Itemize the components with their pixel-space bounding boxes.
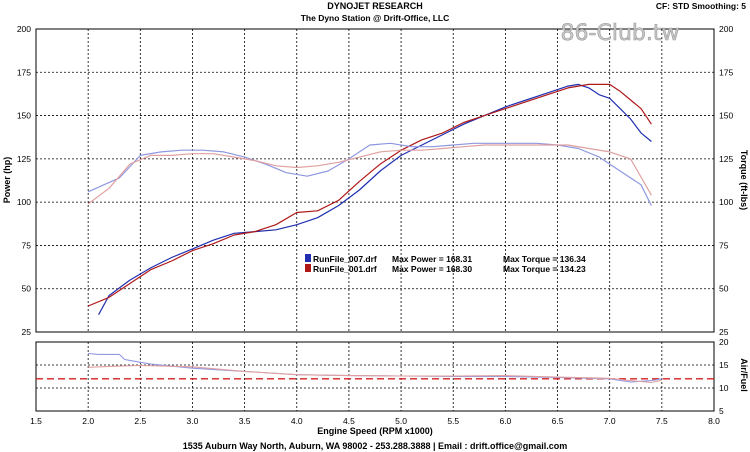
y-tick-label-airfuel: 15 [719,360,729,370]
y-tick-label-torque: 100 [719,197,733,207]
airfuel-line-runfile_001 [88,364,662,384]
chart-subtitle: The Dyno Station @ Drift-Office, LLC [300,13,450,23]
x-tick-label: 6.5 [552,416,564,426]
y-axis-title-airfuel: Air/Fuel [739,358,749,392]
legend-run001-power: Max Power = 168.30 [392,264,472,274]
legend-run007-torque: Max Torque = 136.34 [503,254,586,264]
y-tick-label-torque: 50 [719,284,729,294]
x-tick-label: 2.5 [134,416,146,426]
y-tick-label-power: 200 [17,24,31,34]
y-tick-label-torque: 200 [719,24,733,34]
y-tick-label-torque: 150 [719,111,733,121]
airfuel-plot-frame [35,341,715,412]
legend-run007-power: Max Power = 168.31 [392,254,472,264]
x-axis-title: Engine Speed (RPM x1000) [317,426,433,436]
x-tick-label: 1.5 [30,416,42,426]
power-line-runfile_001 [87,83,652,307]
y-tick-label-airfuel: 20 [719,337,729,347]
y-tick-label-power: 75 [22,240,32,250]
main-plot-frame [35,28,715,333]
x-tick-label: 4.0 [291,416,303,426]
x-tick-label: 3.0 [187,416,199,426]
x-tick-label: 4.5 [343,416,355,426]
legend-run007-name: RunFile_007.drf [313,254,377,264]
y-tick-label-airfuel: 10 [719,383,729,393]
y-tick-label-power: 25 [22,327,32,337]
watermark: 86-Club.tw [561,21,680,46]
af-grid [35,341,715,412]
x-tick-label: 2.0 [82,416,94,426]
x-tick-label: 3.5 [239,416,251,426]
x-tick-label: 7.0 [604,416,616,426]
x-tick-label: 7.5 [656,416,668,426]
y-tick-label-torque: 25 [719,327,729,337]
footer-address: 1535 Auburn Way North, Auburn, WA 98002 … [183,441,568,451]
y-axis-title-torque: Torque (ft-lbs) [739,150,749,210]
torque-line-runfile_007 [87,142,652,206]
x-tick-label: 6.0 [499,416,511,426]
main-grid [35,28,715,333]
x-tick-label: 5.5 [447,416,459,426]
af-series [88,352,662,384]
y-tick-label-airfuel: 5 [719,406,724,416]
y-tick-label-power: 100 [17,197,31,207]
legend: RunFile_007.drf Max Power = 168.31 Max T… [305,254,586,274]
y-tick-label-torque: 175 [719,67,733,77]
tick-labels: 1.5 2.0 2.5 3.0 3.5 4.0 4.5 5.0 5.5 6.0 6.5 7.0 7.5 8… [17,24,734,426]
y-tick-label-power: 50 [22,284,32,294]
y-tick-label-torque: 125 [719,154,733,164]
y-tick-label-torque: 75 [719,240,729,250]
y-tick-label-power: 150 [17,111,31,121]
legend-swatch-run001 [305,264,311,272]
y-tick-label-power: 125 [17,154,31,164]
chart-title: DYNOJET RESEARCH [327,1,423,11]
legend-run001-name: RunFile_001.drf [313,264,377,274]
x-tick-label: 8.0 [708,416,720,426]
torque-line-runfile_001 [87,144,652,205]
y-axis-title-power: Power (hp) [2,157,12,204]
legend-run001-torque: Max Torque = 134.23 [503,264,586,274]
x-tick-label: 5.0 [395,416,407,426]
legend-swatch-run007 [305,254,311,262]
main-series [87,83,652,315]
y-tick-label-power: 175 [17,67,31,77]
dyno-settings: CF: STD Smoothing: 5 [655,1,746,11]
